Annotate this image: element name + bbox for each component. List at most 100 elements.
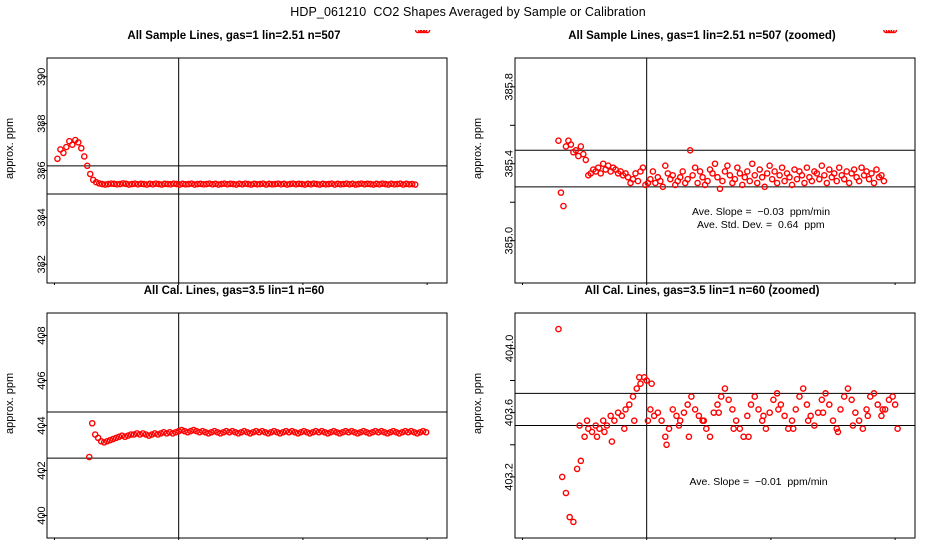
data-point — [721, 385, 729, 392]
data-point — [673, 412, 680, 420]
data-point — [327, 428, 335, 436]
data-point — [396, 180, 404, 187]
data-point — [252, 427, 260, 435]
data-point — [194, 180, 201, 188]
data-point — [88, 419, 96, 427]
data-point — [240, 427, 248, 435]
data-point — [200, 181, 207, 188]
data-point — [364, 180, 371, 188]
data-point — [98, 180, 106, 188]
panel-title-all-cal-lines: All Cal. Lines, gas=3.5 lin=1 n=60 — [143, 285, 325, 297]
data-point — [788, 417, 796, 424]
data-point — [140, 180, 148, 188]
data-point — [137, 180, 145, 188]
data-point — [382, 180, 389, 188]
data-point — [870, 390, 878, 397]
data-point — [366, 430, 373, 437]
data-point — [761, 183, 768, 191]
panel-title-all-sample-lines: All Sample Lines, gas=1 lin=2.51 n=507 — [127, 30, 341, 42]
data-point — [325, 180, 333, 188]
data-point — [686, 147, 694, 154]
data-point — [261, 428, 269, 436]
data-point — [109, 435, 117, 443]
data-point — [622, 406, 629, 413]
data-point — [621, 425, 628, 433]
data-point — [669, 172, 677, 179]
data-point — [811, 422, 818, 429]
data-point — [878, 172, 885, 179]
panel-all-sample-lines: All Sample Lines, gas=1 lin=2.51 n=507 ap… — [0, 30, 468, 285]
data-point — [181, 427, 188, 435]
data-point — [271, 180, 279, 188]
data-point — [158, 181, 166, 188]
data-point — [286, 180, 294, 188]
annotation-1: Ave. Std. Dev. = 0.64 ppm — [696, 219, 825, 232]
data-point — [203, 180, 210, 188]
data-point — [313, 180, 321, 188]
data-point — [845, 179, 853, 187]
data-point — [401, 427, 409, 435]
data-point — [879, 406, 887, 413]
panel-title-all-cal-lines-zoomed: All Cal. Lines, gas=3.5 lin=1 n=60 (zoom… — [584, 285, 820, 297]
data-point — [659, 183, 667, 191]
data-point — [874, 401, 882, 408]
data-point — [300, 427, 308, 435]
data-point — [247, 181, 255, 188]
data-point — [748, 160, 756, 168]
data-point — [112, 434, 120, 442]
data-point — [688, 393, 695, 400]
data-point — [739, 181, 746, 189]
data-point — [369, 428, 376, 436]
data-point — [379, 180, 386, 187]
data-point — [714, 173, 721, 181]
data-point — [127, 431, 135, 438]
data-point — [658, 417, 665, 424]
data-point — [190, 426, 197, 434]
data-point — [191, 181, 198, 188]
data-point — [390, 427, 397, 435]
data-point — [372, 427, 379, 435]
data-point — [801, 179, 808, 187]
data-point — [330, 427, 338, 435]
data-point — [118, 432, 126, 439]
data-point — [837, 406, 844, 413]
data-point — [699, 173, 706, 181]
data-point — [878, 412, 885, 420]
data-point — [775, 406, 782, 413]
data-point — [650, 412, 658, 420]
data-point — [766, 162, 773, 169]
data-point — [644, 417, 652, 424]
data-point — [880, 177, 888, 185]
data-point — [731, 175, 739, 183]
data-point — [363, 428, 370, 436]
data-point — [777, 401, 785, 408]
data-point — [781, 177, 788, 185]
data-point — [295, 180, 303, 188]
y-tick-label: 384 — [36, 208, 48, 226]
data-point — [351, 428, 358, 436]
data-point — [557, 189, 565, 196]
data-point — [663, 441, 670, 449]
y-tick-label: 390 — [36, 68, 48, 86]
data-point — [417, 30, 425, 34]
data-point — [164, 180, 172, 188]
data-point — [69, 141, 76, 149]
data-point — [119, 180, 127, 187]
data-point — [145, 432, 153, 439]
data-point — [760, 412, 767, 420]
data-point — [770, 396, 777, 404]
data-point — [852, 409, 859, 416]
data-point — [227, 180, 234, 188]
data-point — [163, 430, 171, 437]
data-point — [855, 417, 863, 424]
panel-all-cal-lines-zoomed: All Cal. Lines, gas=3.5 lin=1 n=60 (zoom… — [468, 285, 936, 540]
data-point — [172, 428, 179, 436]
data-point — [630, 417, 638, 424]
panel-all-sample-lines-zoomed: All Sample Lines, gas=1 lin=2.51 n=507 (… — [468, 30, 936, 285]
data-point — [684, 401, 691, 408]
data-point — [101, 181, 109, 188]
data-point — [410, 428, 418, 436]
data-point — [136, 431, 144, 438]
data-point — [594, 164, 602, 171]
